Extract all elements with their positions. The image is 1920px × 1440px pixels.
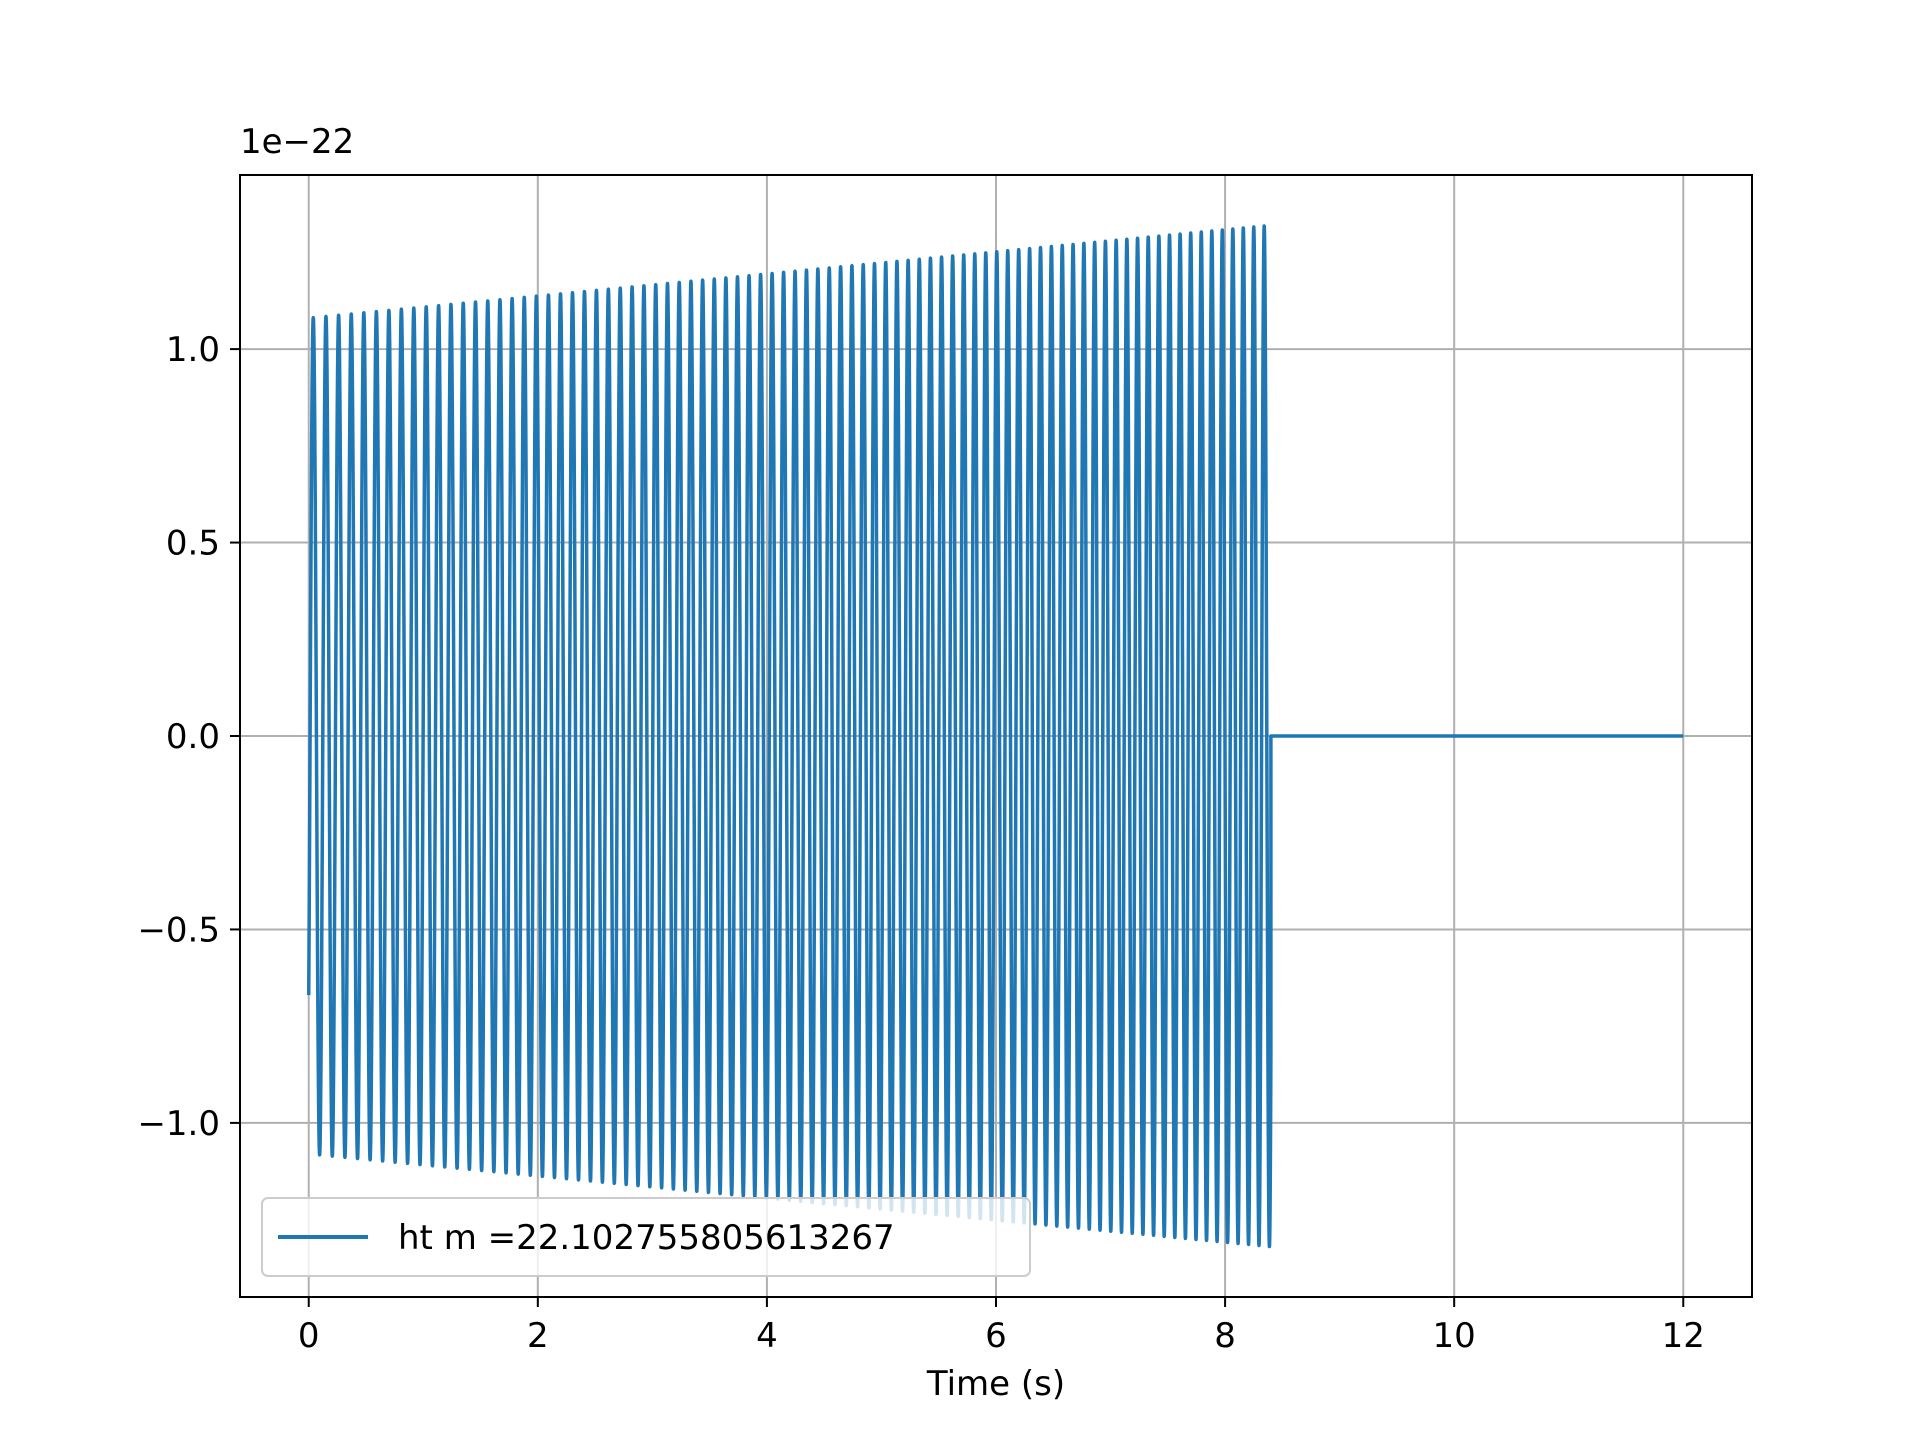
x-tick-label: 0 (298, 1316, 320, 1356)
legend-label: ht m =22.102755805613267 (398, 1218, 895, 1258)
x-tick-label: 8 (1214, 1316, 1236, 1356)
x-tick-label: 12 (1662, 1316, 1705, 1356)
y-tick-label: −1.0 (137, 1104, 220, 1144)
series-line (306, 224, 1684, 1249)
y-tick-label: −0.5 (137, 910, 220, 950)
x-axis: 0 2 4 6 8 10 12 (298, 1297, 1705, 1356)
x-tick-label: 2 (527, 1316, 549, 1356)
x-axis-label: Time (s) (926, 1364, 1065, 1404)
x-tick-label: 4 (756, 1316, 778, 1356)
y-tick-label: 0.5 (166, 524, 220, 564)
y-tick-label: 0.0 (166, 717, 220, 757)
y-offset-text: 1e−22 (240, 122, 354, 162)
y-tick-label: 1.0 (166, 330, 220, 370)
x-tick-label: 6 (985, 1316, 1007, 1356)
legend-box (261, 1197, 1031, 1277)
y-axis: −1.0 −0.5 0.0 0.5 1.0 (137, 330, 240, 1144)
legend: ht m =22.102755805613267 (261, 1197, 1031, 1277)
x-tick-label: 10 (1433, 1316, 1476, 1356)
series-layer (306, 224, 1684, 1249)
